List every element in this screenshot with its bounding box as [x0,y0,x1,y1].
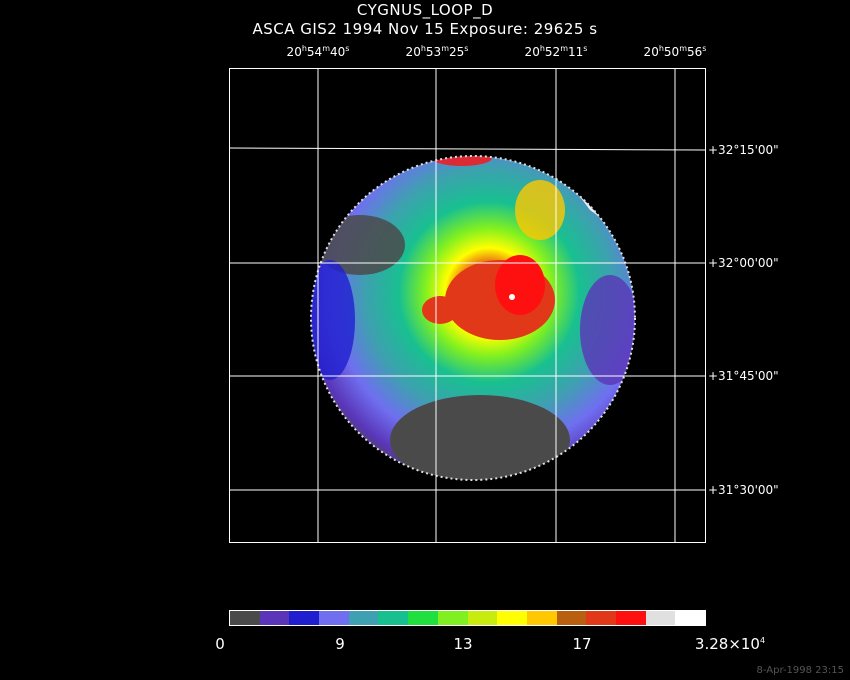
fov-rim [310,155,636,481]
colorbar-swatch-10 [526,611,557,625]
peak-pixel [509,294,515,300]
colorbar-label-4: 17 [572,635,592,653]
colorbar-swatch-15 [675,611,705,625]
colorbar-label-max: 3.28×104 [694,635,766,653]
colorbar-swatch-7 [437,611,468,625]
plot-frame [229,68,706,543]
colorbar-swatch-8 [467,611,498,625]
colorbar-swatch-0 [230,611,260,625]
colorbar-swatch-6 [408,611,438,625]
colorbar [229,610,706,626]
colorbar-label-2: 9 [335,635,345,653]
colorbar-swatch-3 [319,611,349,625]
ra-label-1: 20h54m40s [286,44,350,59]
colorbar-swatch-9 [497,611,527,625]
colorbar-swatch-1 [259,611,290,625]
colorbar-swatch-13 [615,611,646,625]
colorbar-swatch-2 [289,611,320,625]
coordinate-grid [228,68,706,542]
colorbar-swatch-11 [556,611,587,625]
dec-label-2: +32°00'00" [708,256,779,270]
ra-label-2: 20h53m25s [405,44,469,59]
colorbar-swatch-14 [645,611,676,625]
observation-subtitle: ASCA GIS2 1994 Nov 15 Exposure: 29625 s [252,20,598,38]
colorbar-label-3: 13 [453,635,473,653]
colorbar-swatch-4 [348,611,379,625]
ra-label-4: 20h50m56s [643,44,707,59]
dec-label-3: +31°45'00" [708,369,779,383]
colorbar-label-min: 0 [215,635,225,653]
dec-label-4: +31°30'00" [708,483,779,497]
field-of-view-emission [311,156,635,480]
colorbar-swatch-5 [378,611,409,625]
timestamp: 8-Apr-1998 23:15 [756,665,844,676]
observation-title: CYGNUS_LOOP_D [356,1,494,19]
dec-label-1: +32°15'00" [708,143,779,157]
colorbar-swatch-12 [586,611,616,625]
ra-label-3: 20h52m11s [524,44,588,59]
